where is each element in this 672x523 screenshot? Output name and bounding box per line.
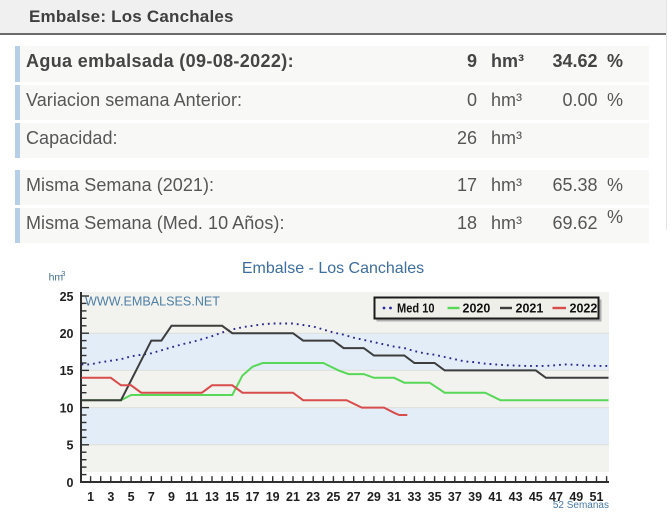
svg-text:25: 25 xyxy=(326,490,340,504)
svg-text:WWW.EMBALSES.NET: WWW.EMBALSES.NET xyxy=(85,295,220,309)
svg-text:21: 21 xyxy=(286,490,300,504)
svg-text:3: 3 xyxy=(61,269,65,278)
svg-text:45: 45 xyxy=(529,490,543,504)
svg-text:37: 37 xyxy=(448,490,462,504)
svg-text:2022: 2022 xyxy=(570,302,598,316)
svg-text:9: 9 xyxy=(168,490,175,504)
svg-text:hm: hm xyxy=(49,272,64,284)
svg-text:31: 31 xyxy=(387,490,401,504)
svg-text:52 Semanas: 52 Semanas xyxy=(553,500,609,511)
svg-text:49: 49 xyxy=(569,490,583,504)
svg-text:39: 39 xyxy=(468,490,482,504)
svg-text:5: 5 xyxy=(128,490,135,504)
svg-text:3: 3 xyxy=(107,490,114,504)
svg-text:2020: 2020 xyxy=(463,302,491,316)
svg-text:Embalse - Los Canchales: Embalse - Los Canchales xyxy=(242,260,424,277)
svg-text:20: 20 xyxy=(60,327,74,341)
svg-text:15: 15 xyxy=(60,364,74,378)
svg-text:0: 0 xyxy=(67,476,74,490)
svg-text:27: 27 xyxy=(347,490,361,504)
svg-text:47: 47 xyxy=(549,490,563,504)
svg-text:1: 1 xyxy=(87,490,94,504)
svg-text:7: 7 xyxy=(148,490,155,504)
svg-text:25: 25 xyxy=(60,290,74,304)
svg-text:10: 10 xyxy=(60,401,74,415)
svg-text:43: 43 xyxy=(509,490,523,504)
svg-text:19: 19 xyxy=(266,490,280,504)
svg-text:15: 15 xyxy=(225,490,239,504)
svg-text:Med 10: Med 10 xyxy=(397,302,435,316)
svg-text:5: 5 xyxy=(67,439,74,453)
svg-text:35: 35 xyxy=(428,490,442,504)
svg-text:11: 11 xyxy=(185,490,198,504)
svg-text:2021: 2021 xyxy=(516,302,544,316)
svg-text:13: 13 xyxy=(205,490,219,504)
svg-text:51: 51 xyxy=(590,490,604,504)
svg-text:41: 41 xyxy=(488,490,502,504)
svg-text:23: 23 xyxy=(306,490,320,504)
svg-text:33: 33 xyxy=(407,490,421,504)
svg-text:17: 17 xyxy=(246,490,260,504)
svg-text:29: 29 xyxy=(367,490,381,504)
